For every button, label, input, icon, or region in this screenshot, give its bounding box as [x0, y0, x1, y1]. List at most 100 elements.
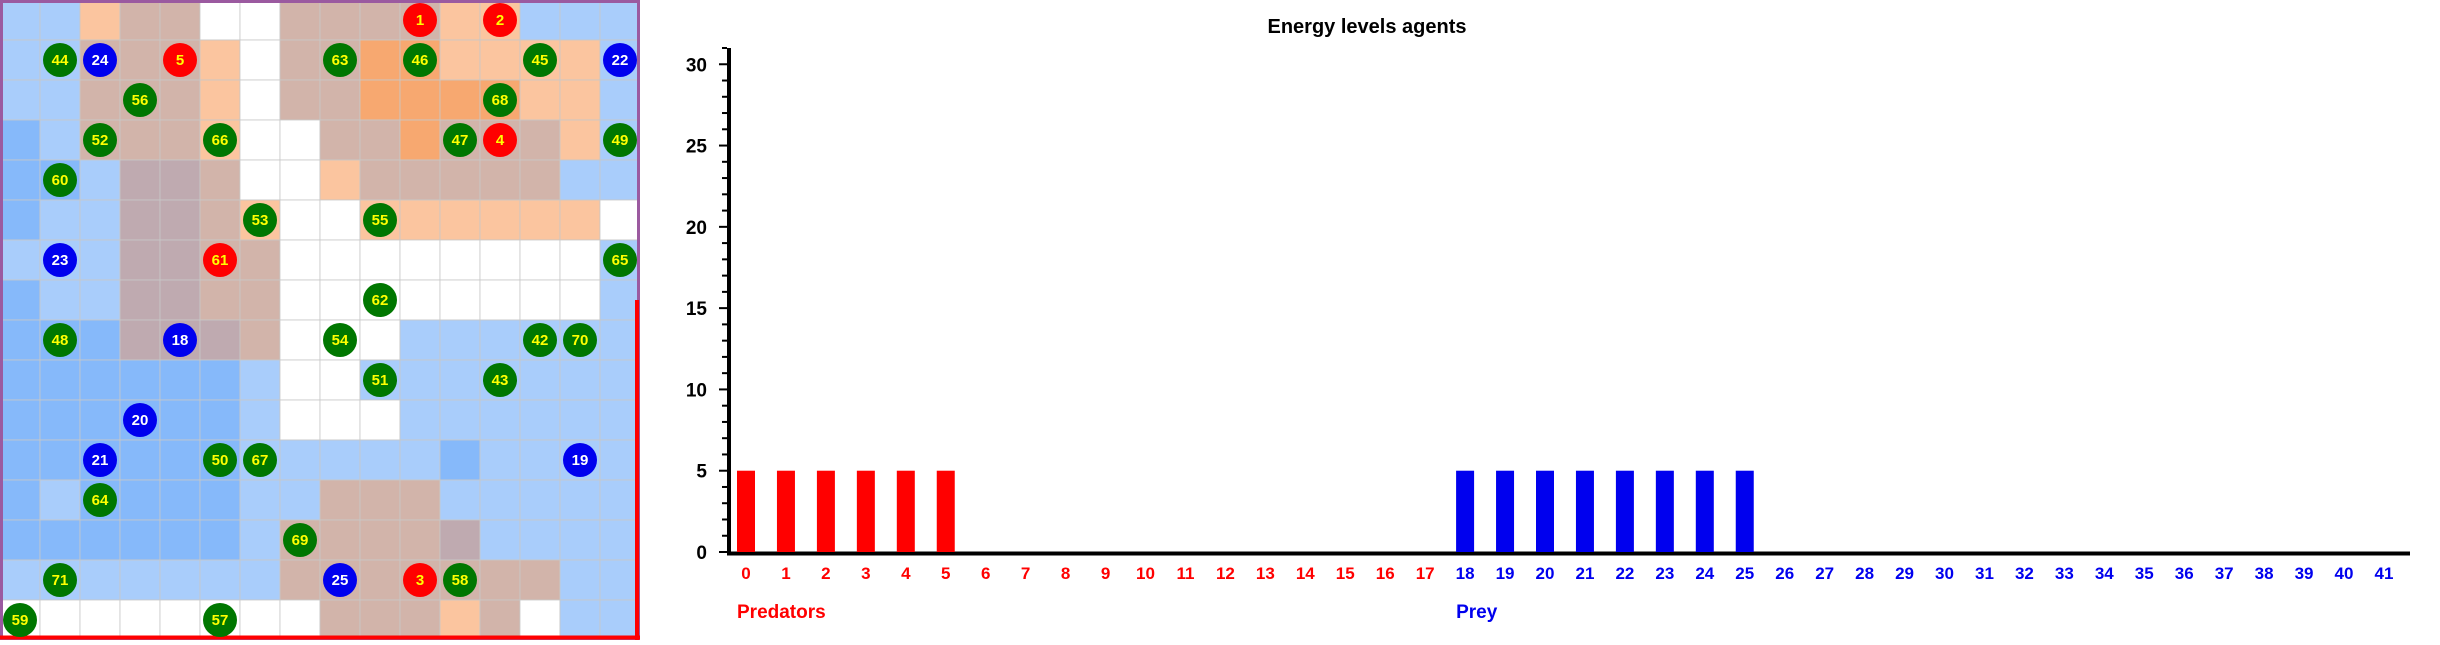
grid-cell — [239, 479, 281, 521]
agent-predator: 61 — [203, 243, 237, 277]
grid-cell — [519, 0, 561, 41]
grid-cell — [479, 439, 521, 481]
agent-marker — [563, 443, 597, 477]
grid-cell — [199, 279, 241, 321]
grid-cell — [279, 479, 321, 521]
grid-cell — [599, 599, 641, 641]
agent-plant: 53 — [243, 203, 277, 237]
agent-predator: 1 — [403, 3, 437, 37]
grid-cell — [559, 79, 601, 121]
grid-cell — [0, 519, 41, 561]
grid-cell — [439, 279, 481, 321]
grid-cell — [399, 479, 441, 521]
grid-cell — [119, 519, 161, 561]
grid-cell — [439, 159, 481, 201]
agent-plant: 68 — [483, 83, 517, 117]
agent-id: 61 — [212, 252, 229, 269]
grid-cell — [399, 439, 441, 481]
grid-cell — [559, 199, 601, 241]
agent-plant: 67 — [243, 443, 277, 477]
grid-cell — [399, 519, 441, 561]
grid-cell — [359, 599, 401, 641]
grid-cell — [199, 359, 241, 401]
grid-cell — [159, 159, 201, 201]
grid-cell — [279, 199, 321, 241]
grid-cell — [199, 39, 241, 81]
grid-cell — [519, 119, 561, 161]
grid-cell — [399, 359, 441, 401]
grid-cell — [39, 599, 81, 641]
grid-cell — [519, 439, 561, 481]
grid-cell — [519, 519, 561, 561]
grid-cell — [79, 199, 121, 241]
grid-cell — [79, 0, 121, 41]
agent-marker — [523, 323, 557, 357]
grid-cell — [0, 239, 41, 281]
grid-cell — [119, 439, 161, 481]
agent-prey: 22 — [603, 43, 637, 77]
x-tick-label: 14 — [1296, 564, 1315, 583]
grid-cell — [159, 0, 201, 41]
agent-marker — [443, 563, 477, 597]
grid-cell — [159, 399, 201, 441]
agent-marker — [323, 563, 357, 597]
grid-cell — [479, 319, 521, 361]
x-tick-label: 36 — [2175, 564, 2194, 583]
grid-cell — [319, 159, 361, 201]
bar — [1536, 470, 1554, 552]
agent-id: 22 — [612, 52, 629, 69]
grid-cell — [239, 399, 281, 441]
grid-cell — [279, 119, 321, 161]
bar — [776, 470, 795, 552]
grid-cell — [279, 559, 321, 601]
grid-cell — [399, 239, 441, 281]
grid-cell — [159, 79, 201, 121]
agent-marker — [83, 123, 117, 157]
grid-cell — [519, 79, 561, 121]
bar — [1615, 470, 1634, 552]
grid-cell — [199, 79, 241, 121]
grid-cell — [199, 519, 241, 561]
grid-cell — [439, 399, 481, 441]
grid-cell — [479, 519, 521, 561]
agent-prey: 25 — [323, 563, 357, 597]
bar — [1496, 470, 1515, 552]
grid-cell — [0, 439, 41, 481]
x-tick-label: 7 — [1021, 564, 1030, 583]
grid-cell — [159, 559, 201, 601]
agent-id: 44 — [52, 52, 69, 69]
grid-cell — [39, 479, 81, 521]
agent-marker — [3, 603, 37, 637]
grid-cell — [199, 479, 241, 521]
grid-cell — [319, 0, 361, 41]
grid-cell — [0, 39, 41, 81]
grid-cells — [0, 0, 641, 641]
grid-cell — [399, 119, 441, 161]
grid-cell — [399, 399, 441, 441]
grid-cell — [439, 479, 481, 521]
agent-id: 57 — [212, 612, 229, 629]
agent-marker — [323, 323, 357, 357]
x-tick-label: 40 — [2335, 564, 2354, 583]
agent-id: 62 — [372, 292, 389, 309]
agent-id: 23 — [52, 252, 69, 269]
agent-id: 46 — [412, 52, 429, 69]
agent-id: 67 — [252, 452, 269, 469]
grid-cell — [79, 239, 121, 281]
agent-id: 59 — [12, 612, 29, 629]
grid-cell — [39, 79, 81, 121]
grid-cell — [239, 359, 281, 401]
grid-cell — [0, 0, 41, 41]
agent-plant: 71 — [43, 563, 77, 597]
grid-cell — [399, 199, 441, 241]
x-tick-labels: 0 1 2 3 4 5 6 7 8 9 10 11 12 13 14 15 16 17 18 19 20 21 22 23 24… — [741, 564, 2393, 583]
agent-marker — [243, 443, 277, 477]
grid-cell — [359, 319, 401, 361]
grid-cell — [479, 199, 521, 241]
grid-cell — [359, 479, 401, 521]
grid-cell — [159, 599, 201, 641]
x-tick-label: 9 — [1101, 564, 1110, 583]
x-tick-label: 41 — [2374, 564, 2393, 583]
agent-plant: 66 — [203, 123, 237, 157]
grid-cell — [199, 559, 241, 601]
